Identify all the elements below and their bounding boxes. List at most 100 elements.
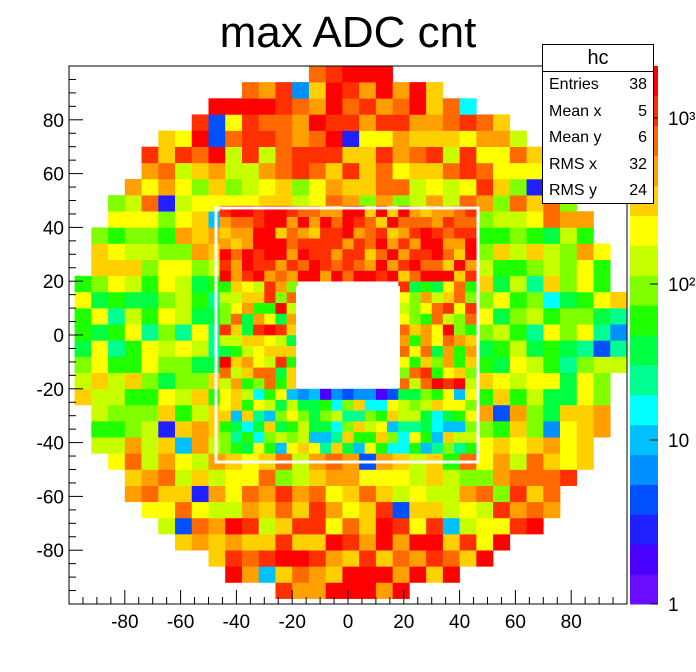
- heatmap-cell: [108, 421, 126, 438]
- heatmap-cell: [560, 388, 578, 406]
- heatmap-cell: [230, 313, 243, 325]
- heatmap-cell: [225, 130, 243, 147]
- heatmap-cell: [509, 130, 527, 147]
- heatmap-cell: [191, 243, 209, 260]
- heatmap-cell: [342, 178, 360, 196]
- heatmap-cell: [560, 275, 578, 293]
- heatmap-cell: [375, 146, 393, 164]
- heatmap-cell: [465, 335, 477, 347]
- heatmap-cell: [253, 205, 265, 217]
- heatmap-cell: [74, 275, 92, 293]
- heatmap-cell: [253, 270, 265, 282]
- heatmap-cell: [364, 410, 377, 422]
- heatmap-cell: [225, 550, 243, 567]
- heatmap-cell: [219, 399, 232, 411]
- heatmap-cell: [409, 302, 421, 314]
- heatmap-cell: [175, 421, 193, 438]
- heatmap-cell: [91, 259, 109, 277]
- heatmap-cell: [158, 291, 176, 309]
- heatmap-cell: [409, 378, 421, 390]
- heatmap-cell: [476, 534, 494, 551]
- heatmap-cell: [342, 566, 360, 583]
- heatmap-cell: [465, 216, 477, 228]
- heatmap-cell: [258, 534, 276, 551]
- heatmap-cell: [493, 485, 511, 503]
- heatmap-cell: [225, 566, 243, 583]
- heatmap-cell: [141, 372, 159, 390]
- heatmap-cell: [387, 399, 399, 411]
- heatmap-cell: [442, 410, 455, 422]
- heatmap-cell: [392, 534, 410, 551]
- heatmap-cell: [493, 178, 511, 196]
- heatmap-cell: [409, 281, 421, 293]
- heatmap-cell: [230, 248, 243, 260]
- heatmap-cell: [219, 259, 232, 271]
- heatmap-cell: [526, 453, 544, 470]
- heatmap-cell: [576, 340, 594, 357]
- heatmap-cell: [308, 485, 326, 503]
- heatmap-cell: [420, 388, 432, 400]
- heatmap-cell: [509, 469, 527, 486]
- heatmap-cell: [108, 340, 126, 357]
- heatmap-cell: [364, 399, 377, 411]
- heatmap-cell: [208, 469, 226, 486]
- heatmap-cell: [286, 248, 299, 260]
- heatmap-cell: [331, 431, 343, 443]
- heatmap-cell: [420, 238, 432, 250]
- heatmap-cell: [454, 238, 466, 250]
- heatmap-cell: [493, 517, 511, 535]
- heatmap-cell: [241, 114, 260, 131]
- heatmap-cell: [331, 238, 343, 250]
- heatmap-cell: [509, 453, 527, 470]
- heatmap-cell: [175, 227, 193, 244]
- heatmap-cell: [191, 453, 209, 470]
- heatmap-cell: [325, 566, 343, 583]
- heatmap-cell: [342, 469, 360, 486]
- heatmap-cell: [241, 469, 260, 486]
- heatmap-cell: [91, 340, 109, 357]
- heatmap-cell: [493, 421, 511, 438]
- heatmap-cell: [74, 308, 92, 325]
- heatmap-cell: [225, 98, 243, 115]
- heatmap-cell: [292, 98, 310, 115]
- heatmap-cell: [392, 501, 410, 519]
- heatmap-cell: [509, 372, 527, 390]
- heatmap-cell: [241, 291, 254, 304]
- heatmap-cell: [191, 485, 209, 503]
- stats-label: RMS x: [549, 155, 597, 173]
- heatmap-cell: [208, 178, 226, 196]
- heatmap-cell: [275, 162, 293, 180]
- heatmap-cell: [108, 243, 126, 260]
- heatmap-cell: [275, 270, 287, 282]
- heatmap-cell: [442, 442, 455, 454]
- heatmap-cell: [241, 410, 254, 422]
- heatmap-cell: [426, 146, 444, 164]
- heatmap-cell: [431, 399, 444, 411]
- colorbar-segment: [630, 215, 658, 246]
- heatmap-cell: [442, 281, 455, 293]
- heatmap-cell: [442, 313, 455, 325]
- heatmap-cell: [387, 388, 399, 400]
- heatmap-cell: [543, 227, 561, 244]
- heatmap-cell: [124, 275, 142, 293]
- heatmap-cell: [308, 442, 321, 454]
- heatmap-cell: [158, 372, 176, 390]
- heatmap-cell: [526, 437, 544, 454]
- heatmap-cell: [353, 216, 366, 228]
- heatmap-cell: [454, 388, 466, 400]
- heatmap-cell: [225, 114, 243, 131]
- heatmap-cell: [191, 114, 209, 131]
- heatmap-cell: [465, 431, 477, 443]
- heatmap-cell: [560, 421, 578, 438]
- heatmap-cell: [375, 469, 393, 486]
- heatmap-cell: [593, 259, 611, 277]
- heatmap-cell: [264, 345, 276, 357]
- heatmap-cell: [286, 388, 299, 400]
- heatmap-cell: [342, 146, 360, 164]
- heatmap-cell: [264, 378, 276, 390]
- heatmap-cell: [398, 281, 410, 293]
- heatmap-cell: [175, 485, 193, 503]
- heatmap-cell: [465, 356, 477, 368]
- heatmap-cell: [124, 211, 142, 228]
- heatmap-cell: [253, 335, 265, 347]
